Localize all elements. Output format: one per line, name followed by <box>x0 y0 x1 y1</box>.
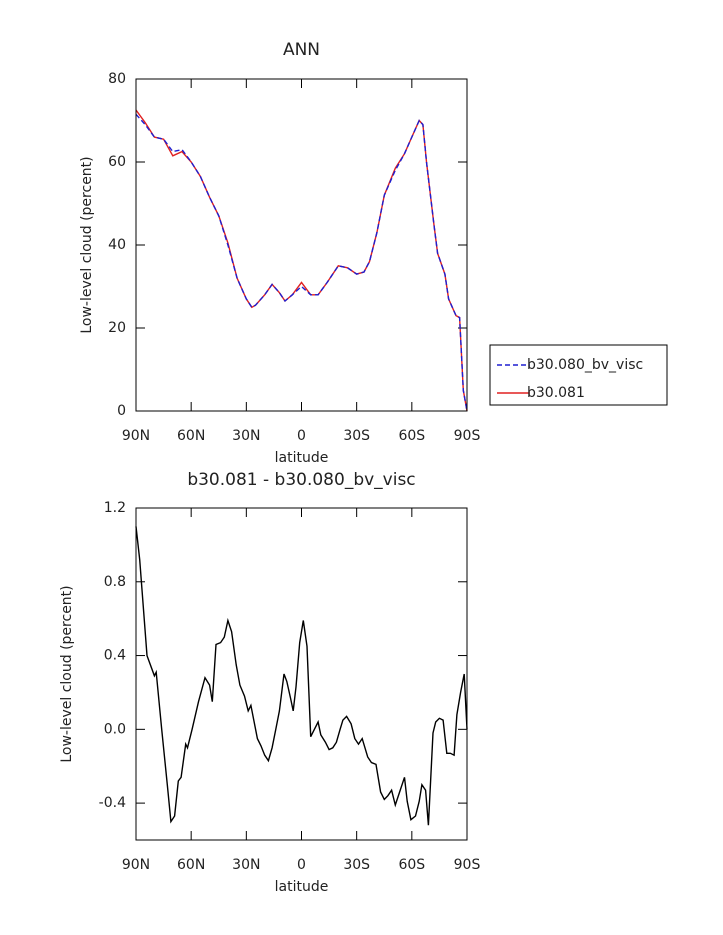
x-tick-label: 0 <box>297 428 306 444</box>
x-axis-label: latitude <box>275 879 329 895</box>
y-tick-label: -0.4 <box>99 795 126 811</box>
chart-title: ANN <box>283 40 320 60</box>
plot-frame <box>135 507 468 841</box>
y-tick-label: 0 <box>117 403 126 419</box>
legend-box <box>489 344 668 406</box>
legend-label: b30.080_bv_visc <box>527 357 643 373</box>
data-line <box>135 526 468 826</box>
y-tick-label: 0.8 <box>104 574 126 590</box>
y-tick-label: 0.4 <box>104 648 126 664</box>
x-tick-label: 30N <box>232 857 260 873</box>
y-axis-label: Low-level cloud (percent) <box>59 585 75 762</box>
x-tick-label: 0 <box>297 857 306 873</box>
y-axis-label: Low-level cloud (percent) <box>79 156 95 333</box>
y-tick-label: 1.2 <box>104 500 126 516</box>
x-tick-label: 60S <box>398 857 425 873</box>
x-tick-label: 30S <box>343 428 370 444</box>
x-tick-label: 90S <box>454 428 481 444</box>
x-tick-label: 60S <box>398 428 425 444</box>
x-tick-label: 90S <box>454 857 481 873</box>
plot-frame <box>135 78 468 412</box>
x-tick-label: 90N <box>122 857 150 873</box>
y-tick-label: 60 <box>108 154 126 170</box>
x-tick-label: 30N <box>232 428 260 444</box>
y-tick-label: 40 <box>108 237 126 253</box>
legend-label: b30.081 <box>527 385 585 401</box>
y-tick-label: 80 <box>108 71 126 87</box>
x-tick-label: 90N <box>122 428 150 444</box>
data-line <box>135 113 468 412</box>
x-tick-label: 60N <box>177 857 205 873</box>
x-axis-label: latitude <box>275 450 329 466</box>
x-tick-label: 60N <box>177 428 205 444</box>
chart-title: b30.081 - b30.080_bv_visc <box>187 470 415 490</box>
x-tick-label: 30S <box>343 857 370 873</box>
y-tick-label: 20 <box>108 320 126 336</box>
y-tick-label: 0.0 <box>104 721 126 737</box>
data-line <box>135 109 468 412</box>
